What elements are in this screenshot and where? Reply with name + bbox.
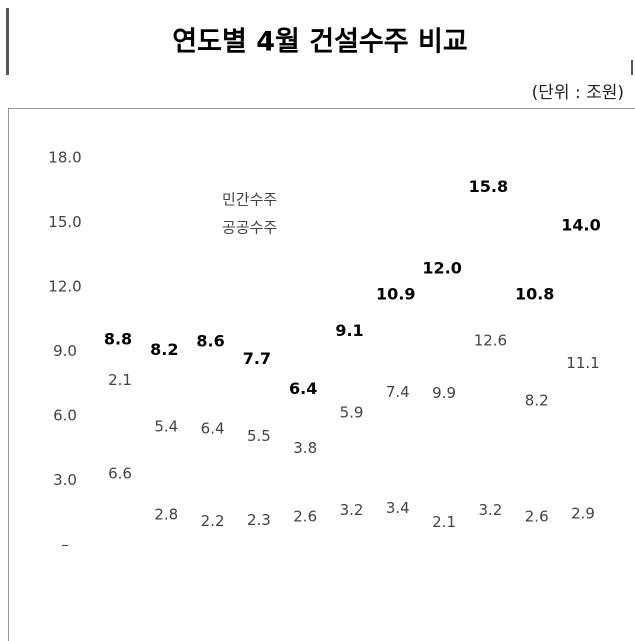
segment-label: 3.8 [293,439,317,457]
segment-label: 11.1 [566,354,599,372]
segment-label: 2.6 [525,508,549,526]
total-label: 14.0 [561,216,600,235]
y-tick-label: 15.0 [48,213,81,231]
total-label: 8.6 [196,332,224,351]
unit-label: (단위 : 조원) [532,83,624,103]
total-label: 7.7 [243,349,271,368]
segment-label: 3.2 [340,501,364,519]
segment-label: 2.6 [293,508,317,526]
segment-label: 3.2 [478,501,502,519]
title-bar [6,8,9,75]
total-label: 15.8 [469,177,508,196]
segment-label: 7.4 [386,383,410,401]
y-tick-label: – [61,536,69,554]
segment-label: 2.1 [108,371,132,389]
segment-label: 6.6 [108,465,132,483]
plot-frame [8,108,635,641]
y-tick-label: 18.0 [48,149,81,167]
segment-label: 3.4 [386,499,410,517]
y-tick-label: 12.0 [48,278,81,296]
total-label: 12.0 [422,259,461,278]
y-tick-label: 3.0 [53,471,77,489]
total-label: 9.1 [335,321,363,340]
segment-label: 5.5 [247,427,271,445]
total-label: 10.8 [515,284,554,303]
total-label: 10.9 [376,284,415,303]
y-tick-label: 6.0 [53,407,77,425]
total-label: 6.4 [289,379,317,398]
legend-entry: 공공수주 [222,219,277,237]
total-label: 8.2 [150,340,178,359]
segment-label: 9.9 [432,384,456,402]
segment-label: 5.4 [154,417,178,435]
segment-label: 8.2 [525,391,549,409]
legend-entry: 민간수주 [222,191,277,209]
y-tick-label: 9.0 [53,342,77,360]
segment-label: 2.1 [432,513,456,531]
segment-label: 2.2 [201,512,225,530]
segment-label: 2.9 [571,504,595,522]
segment-label: 6.4 [201,419,225,437]
segment-label: 2.3 [247,511,271,529]
segment-label: 5.9 [340,403,364,421]
total-label: 8.8 [104,329,132,348]
chart-title: 연도별 4월 건설수주 비교 [172,27,467,58]
title-bar-right [631,60,633,75]
segment-label: 12.6 [474,331,507,349]
segment-label: 2.8 [154,505,178,523]
